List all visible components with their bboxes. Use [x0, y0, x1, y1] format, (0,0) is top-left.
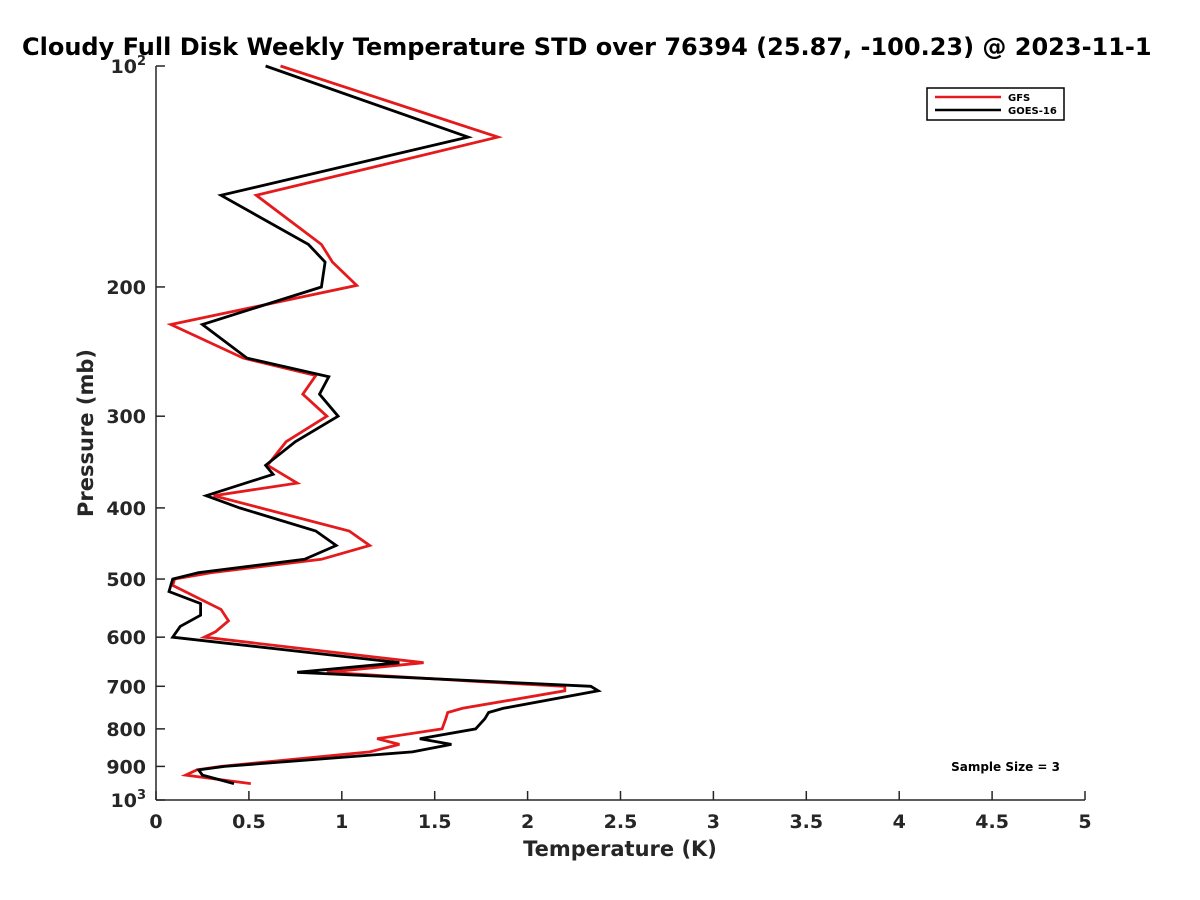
x-tick-label: 3 — [707, 811, 720, 833]
y-tick-label: 900 — [106, 756, 146, 778]
x-tick-label: 0.5 — [232, 811, 266, 833]
y-tick-label: 300 — [106, 406, 146, 428]
y-axis-label: Pressure (mb) — [74, 349, 98, 517]
sample-size-note: Sample Size = 3 — [951, 760, 1060, 774]
x-tick-label: 2.5 — [604, 811, 638, 833]
series-line-goes-16 — [167, 64, 603, 785]
x-axis-label: Temperature (K) — [523, 837, 717, 861]
axes: 0 0.5 1 1.5 2 2.5 3 3.5 4 4.5 5 102 200 300 400 500 600 7… — [106, 54, 1091, 833]
y-tick-label: 102 — [111, 54, 147, 78]
x-tick-label: 1 — [335, 811, 348, 833]
y-tick-label: 400 — [106, 498, 146, 520]
y-tick-label: 500 — [106, 569, 146, 591]
x-tick-label: 3.5 — [789, 811, 823, 833]
legend-label: GFS — [1008, 93, 1030, 104]
x-tick-label: 4 — [893, 811, 906, 833]
series-line-gfs — [166, 64, 567, 785]
x-tick-label: 1.5 — [418, 811, 452, 833]
y-tick-label: 103 — [111, 788, 147, 812]
plot-series — [166, 64, 603, 785]
legend-label: GOES-16 — [1008, 106, 1057, 117]
chart-title: Cloudy Full Disk Weekly Temperature STD … — [22, 33, 1152, 61]
x-tick-label: 0 — [149, 811, 162, 833]
y-tick-label: 600 — [106, 627, 146, 649]
legend: GFS GOES-16 — [926, 87, 1065, 121]
legend-box — [926, 87, 1065, 121]
y-tick-label: 800 — [106, 719, 146, 741]
y-tick-label: 200 — [106, 277, 146, 299]
x-tick-label: 5 — [1078, 811, 1091, 833]
x-tick-label: 4.5 — [975, 811, 1009, 833]
y-tick-label: 700 — [106, 676, 146, 698]
x-tick-label: 2 — [521, 811, 534, 833]
